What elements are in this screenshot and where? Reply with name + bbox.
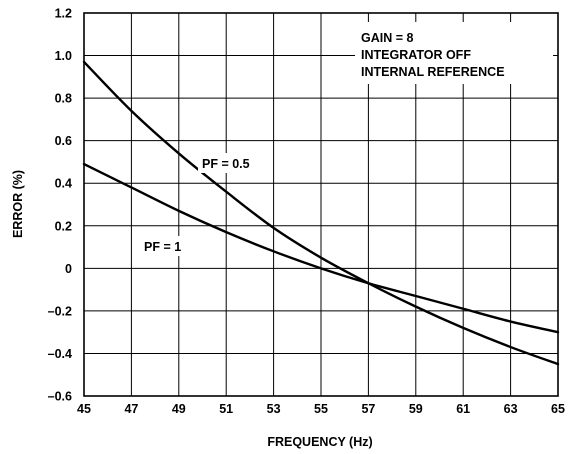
- series-label-pf-1-text: PF = 1: [144, 240, 181, 254]
- y-tick-label: –0.4: [48, 347, 72, 361]
- x-tick-label: 45: [77, 402, 91, 416]
- x-tick-labels: 45 47 49 51 53 55 57 59 61 63 65: [77, 402, 565, 416]
- series-line-pf-0-5: [82, 60, 560, 366]
- y-tick-label: –0.6: [48, 390, 72, 404]
- y-tick-label: 1.0: [55, 49, 72, 63]
- annotation-background: [355, 22, 553, 84]
- x-tick-label: 59: [409, 402, 423, 416]
- series-label-pf-05: PF = 0.5: [198, 153, 272, 173]
- y-axis-title: ERROR (%): [11, 170, 25, 238]
- x-tick-label: 65: [551, 402, 565, 416]
- series-label-pf-1: PF = 1: [140, 236, 198, 256]
- x-tick-label: 49: [172, 402, 186, 416]
- annotation-gain: GAIN = 8: [361, 31, 413, 45]
- y-tick-label: 0.6: [55, 134, 72, 148]
- x-tick-label: 57: [361, 402, 375, 416]
- y-tick-label: –0.2: [48, 304, 72, 318]
- y-tick-label: 0.2: [55, 219, 72, 233]
- y-tick-labels: 1.2 1.0 0.8 0.6 0.4 0.2 0 –0.2 –0.4 –0.6: [48, 7, 72, 404]
- annotation-reference: INTERNAL REFERENCE: [361, 65, 505, 79]
- x-tick-label: 61: [456, 402, 470, 416]
- x-tick-label: 55: [314, 402, 328, 416]
- y-tick-label: 0: [65, 262, 72, 276]
- plot-frame: [83, 12, 559, 397]
- x-axis-title: FREQUENCY (Hz): [267, 435, 372, 449]
- series-label-pf-05-text: PF = 0.5: [202, 157, 250, 171]
- y-tick-label: 0.4: [55, 177, 72, 191]
- x-tick-label: 63: [504, 402, 518, 416]
- x-tick-label: 53: [267, 402, 281, 416]
- x-tick-label: 51: [219, 402, 233, 416]
- series-layer: [82, 60, 560, 366]
- series-line-pf-1: [82, 162, 560, 334]
- series-label-pf-1-background: [140, 236, 198, 256]
- annotation-block: GAIN = 8 INTEGRATOR OFF INTERNAL REFEREN…: [355, 22, 553, 84]
- annotation-integrator: INTEGRATOR OFF: [361, 48, 471, 62]
- series-label-pf-05-background: [198, 153, 272, 173]
- x-tick-label: 47: [124, 402, 138, 416]
- y-tick-label: 1.2: [55, 7, 72, 21]
- y-tick-label: 0.8: [55, 92, 72, 106]
